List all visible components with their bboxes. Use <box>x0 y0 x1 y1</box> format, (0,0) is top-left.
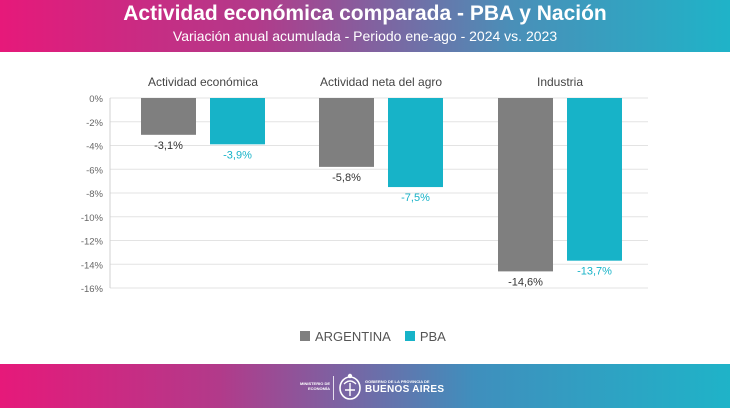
legend-item-pba: PBA <box>404 328 446 344</box>
bar-pba <box>567 98 622 261</box>
data-label: -3,9% <box>223 149 252 161</box>
data-label: -7,5% <box>401 192 430 204</box>
category-label: Actividad neta del agro <box>320 75 442 89</box>
logo-divider <box>333 376 334 400</box>
bar-pba <box>210 98 265 145</box>
bar-argentina <box>498 98 553 272</box>
legend-item-argentina: ARGENTINA <box>300 329 391 344</box>
legend-label-pba: PBA <box>419 328 446 344</box>
data-label: -5,8% <box>332 172 361 184</box>
y-tick-label: -16% <box>81 284 104 295</box>
legend-swatch-argentina <box>300 331 310 341</box>
legend-swatch-pba <box>404 331 415 341</box>
bar-pba <box>388 98 443 188</box>
data-label: -13,7% <box>577 266 612 278</box>
ministry-logo-text: MINISTERIO DE ECONOMÍA <box>300 381 331 391</box>
y-tick-label: -14% <box>81 260 104 271</box>
data-label: -14,6% <box>508 276 543 288</box>
bar-argentina <box>141 98 196 135</box>
page-title: Actividad económica comparada - PBA y Na… <box>123 2 607 25</box>
provincial-coat-of-arms-icon <box>339 373 361 400</box>
y-tick-label: 0% <box>89 94 103 105</box>
data-label: -3,1% <box>154 140 183 152</box>
y-tick-label: -4% <box>86 142 103 153</box>
header-banner: Actividad económica comparada - PBA y Na… <box>0 0 730 52</box>
bar-chart: 0% -2% -4% -6% -8% -10% -12% -14% -16% Actividad … <box>81 75 648 295</box>
chart-legend: ARGENTINA PBA <box>300 328 460 344</box>
y-tick-label: -6% <box>86 165 103 176</box>
government-logo-text: GOBIERNO DE LA PROVINCIA DE <box>365 379 430 384</box>
y-tick-label: -10% <box>81 213 104 224</box>
legend-label-argentina: ARGENTINA <box>315 328 391 344</box>
category-label: Actividad económica <box>148 75 258 89</box>
page-subtitle: Variación anual acumulada - Periodo ene-… <box>172 28 558 44</box>
bar-argentina <box>319 98 374 167</box>
y-tick-label: -8% <box>86 189 103 200</box>
province-name: BUENOS AIRES <box>365 384 445 395</box>
footer-banner <box>0 364 730 408</box>
category-label: Industria <box>537 75 583 89</box>
y-tick-label: -12% <box>81 237 104 248</box>
y-tick-label: -2% <box>86 118 103 129</box>
